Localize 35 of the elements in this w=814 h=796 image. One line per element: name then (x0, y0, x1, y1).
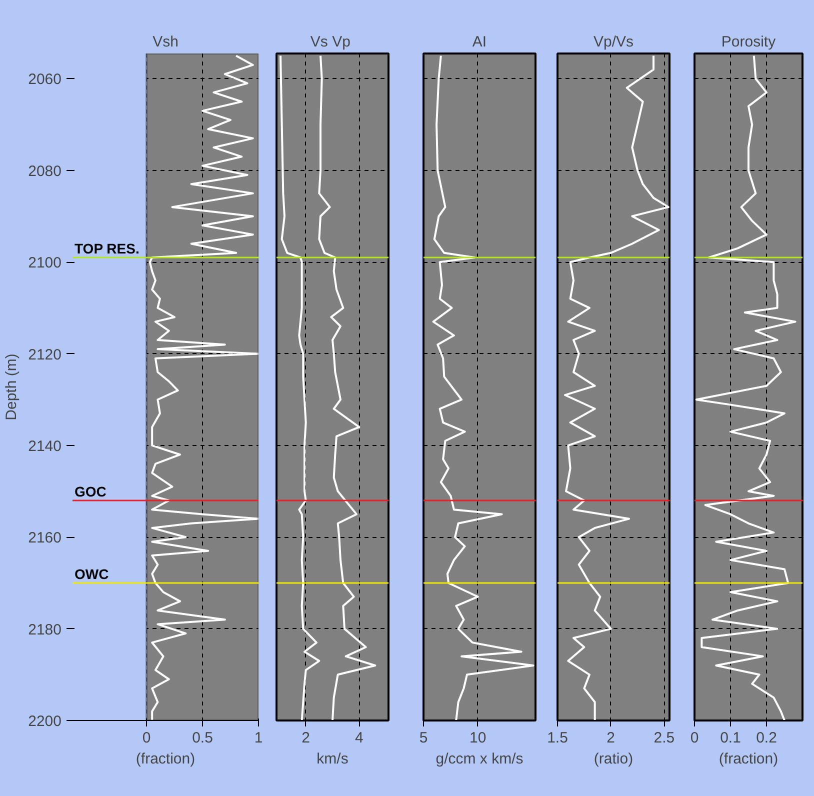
chart-title: Vs Vp (310, 34, 350, 50)
ref-line-label: GOC (74, 483, 106, 500)
x-axis-title: (fraction) (718, 750, 778, 768)
x-tick-label: 2.5 (654, 730, 675, 746)
y-tick-label: 2060 (28, 71, 62, 88)
y-axis-title: Depth (m) (3, 354, 20, 420)
chart-title: AI (472, 34, 487, 50)
x-tick-label: 0 (690, 730, 699, 746)
x-axis-title: km/s (316, 750, 348, 768)
ref-line-label: OWC (74, 566, 109, 582)
y-tick-label: 2160 (28, 530, 62, 547)
x-tick-label: 0.5 (192, 730, 213, 746)
x-tick-label: 2 (606, 730, 616, 746)
x-axis-title: g/ccm x km/s (436, 750, 524, 768)
y-tick-label: 2140 (28, 438, 62, 455)
x-axis-title: (fraction) (136, 750, 196, 768)
y-tick-label: 2100 (28, 254, 62, 272)
chart-title: Porosity (721, 34, 776, 50)
y-tick-label: 2200 (28, 713, 62, 730)
x-tick-label: 0 (142, 730, 151, 746)
x-tick-label: 0.1 (720, 730, 741, 746)
x-tick-label: 4 (354, 730, 364, 746)
x-axis-title: (ratio) (594, 750, 634, 768)
x-tick-label: 5 (419, 730, 428, 746)
x-tick-label: 1.5 (547, 730, 568, 746)
chart-title: Vp/Vs (593, 34, 634, 50)
x-tick-label: 2 (302, 730, 310, 746)
x-tick-label: 0.2 (756, 730, 777, 746)
y-tick-label: 2080 (28, 162, 62, 180)
ref-line-label: TOP RES. (74, 240, 140, 256)
x-tick-label: 1 (254, 730, 263, 746)
y-tick-label: 2180 (28, 621, 62, 638)
chart-title: Vsh (152, 34, 178, 50)
x-tick-label: 10 (470, 730, 486, 746)
y-tick-label: 2120 (28, 346, 62, 364)
